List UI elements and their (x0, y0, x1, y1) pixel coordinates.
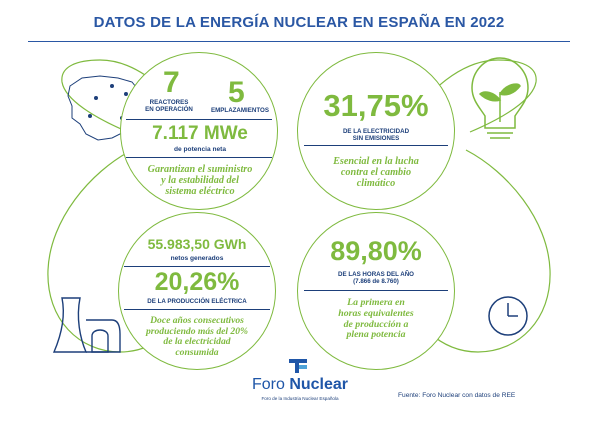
capacity-label: de potencia neta (173, 146, 227, 153)
lightbulb-plant-icon (471, 57, 529, 139)
logo-tagline: Foro de la Industria Nuclear Española (261, 396, 339, 401)
logo-wordmark: Foro Nuclear (251, 376, 349, 393)
foro-nuclear-logo-icon (289, 359, 307, 373)
divider (124, 309, 270, 310)
divider (126, 157, 272, 158)
production-share-label: DE LA PRODUCCIÓN ELÉCTRICA (147, 298, 247, 305)
generation-label: netos generados (170, 255, 224, 262)
title-divider (28, 41, 570, 42)
hours-label: DE LAS HORAS DEL AÑO (7.866 de 8.760) (338, 271, 414, 286)
generation-value: 55.983,50 GWh (147, 236, 247, 252)
capacity-value: 7.117 MWe (152, 123, 248, 144)
hours-circle (297, 212, 455, 370)
source-note: Fuente: Foro Nuclear con datos de REE (398, 392, 516, 399)
page-title: DATOS DE LA ENERGÍA NUCLEAR EN ESPAÑA EN… (93, 14, 505, 31)
divider (304, 290, 448, 291)
generation-circle (118, 212, 276, 370)
hours-value: 89,80% (330, 236, 422, 266)
sites-label: EMPLAZAMIENTOS (211, 107, 269, 114)
divider (124, 266, 270, 267)
divider (304, 145, 448, 146)
reactors-label: REACTORES EN OPERACIÓN (145, 99, 193, 114)
production-share-value: 20,26% (154, 268, 240, 296)
reactors-circle (120, 52, 278, 210)
divider (126, 119, 272, 120)
climate-note: Esencial en la lucha contra el cambio cl… (333, 156, 419, 190)
emission-free-value: 31,75% (323, 88, 429, 123)
clock-icon (488, 296, 528, 336)
hours-note: La primera en horas equivalentes de prod… (338, 297, 414, 341)
production-note: Doce años consecutivos produciendo más d… (145, 315, 249, 358)
supply-note: Garantizan el suministro y la estabilida… (147, 164, 253, 198)
emission-free-label: DE LA ELECTRICIDAD SIN EMISIONES (342, 128, 410, 143)
sites-value: 5 (228, 76, 245, 109)
cooling-tower-icon (52, 297, 121, 353)
emission-free-circle (297, 52, 455, 210)
reactors-value: 7 (163, 66, 180, 99)
